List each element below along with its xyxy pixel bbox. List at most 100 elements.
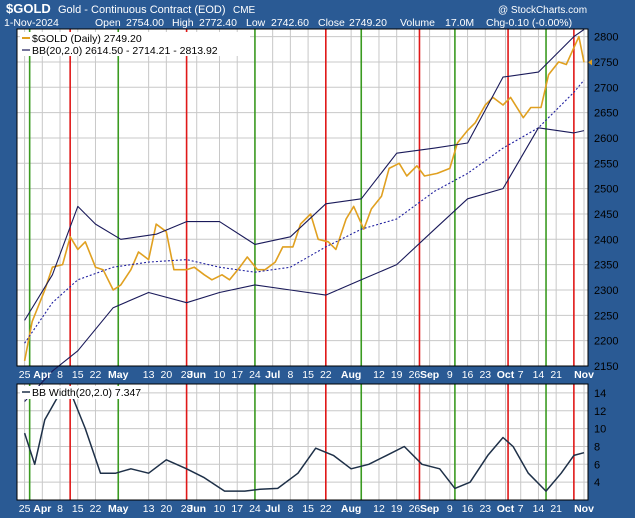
bbwidth-x-tick-label: 15	[72, 503, 84, 515]
instrument-name: Gold - Continuous Contract (EOD)	[58, 4, 226, 16]
bbwidth-x-tick-label: 20	[161, 503, 173, 515]
price-panel	[17, 29, 588, 366]
price-x-tick-label: 17	[231, 369, 243, 381]
price-x-tick-label: Aug	[341, 369, 361, 381]
price-x-tick-label: Oct	[497, 369, 515, 381]
price-series-bb-middle	[24, 79, 585, 344]
legend-gold: $GOLD (Daily) 2749.20	[32, 33, 142, 45]
price-y-tick-label: 2800	[594, 32, 618, 44]
legend-bb: BB(20,2.0) 2614.50 - 2714.21 - 2813.92	[32, 45, 218, 57]
watermark: @ StockCharts.com	[498, 5, 587, 16]
bbwidth-x-tick-label: 28	[181, 503, 193, 515]
bbwidth-series	[23, 390, 585, 492]
price-x-tick-label: 12	[373, 369, 385, 381]
price-x-tick-label: May	[108, 369, 129, 381]
bbwidth-x-tick-label: 21	[550, 503, 562, 515]
price-x-tick-label: 22	[90, 369, 102, 381]
price-x-tick-label: 24	[249, 369, 261, 381]
price-y-ticks: 2150 2200 2250 2300 2350 2400 2450 2500 2550 2600…	[594, 32, 618, 373]
high-label: High	[172, 17, 194, 29]
chg-value: -0.10 (-0.00%)	[505, 17, 572, 29]
price-x-tick-label: 10	[214, 369, 226, 381]
bbwidth-x-tick-label: 14	[533, 503, 545, 515]
price-y-tick-label: 2150	[594, 361, 618, 373]
bbwidth-y-tick-label: 14	[594, 388, 606, 400]
price-x-tick-label: 8	[287, 369, 293, 381]
price-x-tick-label: 25	[19, 369, 31, 381]
low-label: Low	[246, 17, 266, 29]
price-y-tick-label: 2750	[594, 57, 618, 69]
price-y-tick-label: 2250	[594, 310, 618, 322]
bbwidth-grid	[17, 384, 588, 500]
bbwidth-x-tick-label: 8	[57, 503, 63, 515]
bbwidth-x-tick-label: Oct	[497, 503, 515, 515]
bbwidth-x-tick-label: 22	[320, 503, 332, 515]
bbwidth-y-ticks: 4 6 8 10 12 14	[594, 388, 606, 489]
bbwidth-x-tick-label: Sep	[420, 503, 439, 515]
price-x-tick-label: Sep	[420, 369, 439, 381]
bbwidth-x-tick-label: 9	[447, 503, 453, 515]
price-x-tick-label: 15	[72, 369, 84, 381]
chg-label: Chg	[486, 17, 505, 29]
bbwidth-y-tick-label: 6	[594, 459, 600, 471]
price-grid	[17, 29, 588, 367]
bbwidth-x-tick-label: Jul	[265, 503, 280, 515]
bbwidth-x-tick-label: 25	[19, 503, 31, 515]
bbwidth-x-tick-label: 16	[462, 503, 474, 515]
volume-label: Volume	[400, 17, 435, 29]
price-x-tick-label: 21	[550, 369, 562, 381]
bbwidth-x-tick-label: 8	[287, 503, 293, 515]
price-x-tick-label: 16	[462, 369, 474, 381]
legend-bbwidth: BB Width(20,2.0) 7.347	[32, 387, 141, 399]
open-value: 2754.00	[126, 17, 164, 29]
price-x-tick-label: 9	[447, 369, 453, 381]
bbwidth-x-tick-label: 26	[409, 503, 421, 515]
bbwidth-y-tick-label: 4	[594, 477, 600, 489]
bbwidth-x-tick-label: 23	[479, 503, 491, 515]
bbwidth-x-tick-label: May	[108, 503, 129, 515]
bbwidth-x-tick-label: 10	[214, 503, 226, 515]
price-y-tick-label: 2200	[594, 336, 618, 348]
vertical-markers	[28, 29, 575, 500]
price-series-bb-upper	[24, 29, 585, 321]
bbwidth-x-tick-label: 15	[302, 503, 314, 515]
price-series-bb-lower	[24, 127, 585, 402]
price-x-tick-label: 26	[409, 369, 421, 381]
bbwidth-x-tick-label: 17	[231, 503, 243, 515]
price-y-tick-label: 2550	[594, 158, 618, 170]
price-x-tick-label: 14	[533, 369, 545, 381]
bbwidth-x-tick-label: Aug	[341, 503, 361, 515]
price-x-tick-label: 15	[302, 369, 314, 381]
open-label: Open	[95, 17, 121, 29]
price-y-tick-label: 2300	[594, 285, 618, 297]
last-price-marker	[588, 59, 592, 66]
price-y-tick-label: 2400	[594, 234, 618, 246]
price-y-tick-label: 2650	[594, 108, 618, 120]
price-y-tick-label: 2450	[594, 209, 618, 221]
price-x-tick-label: Jul	[265, 369, 280, 381]
exchange: CME	[233, 5, 256, 16]
price-x-tick-label: 28	[181, 369, 193, 381]
price-series	[23, 29, 592, 402]
price-y-tick-label: 2500	[594, 184, 618, 196]
price-x-tick-label: Apr	[33, 369, 51, 381]
close-value: 2749.20	[349, 17, 387, 29]
price-x-tick-label: 22	[320, 369, 332, 381]
symbol: $GOLD	[6, 1, 51, 16]
high-value: 2772.40	[199, 17, 237, 29]
bbwidth-legend-bg	[20, 386, 140, 399]
price-x-tick-label: Nov	[574, 369, 594, 381]
price-y-tick-label: 2700	[594, 82, 618, 94]
header-date: 1-Nov-2024	[4, 17, 59, 29]
low-value: 2742.60	[271, 17, 309, 29]
bbwidth-x-tick-label: Apr	[33, 503, 51, 515]
price-x-tick-label: Jun	[187, 369, 206, 381]
price-x-tick-label: 23	[479, 369, 491, 381]
bbwidth-x-tick-label: 13	[143, 503, 155, 515]
bbwidth-y-tick-label: 10	[594, 424, 606, 436]
price-x-tick-label: 13	[143, 369, 155, 381]
